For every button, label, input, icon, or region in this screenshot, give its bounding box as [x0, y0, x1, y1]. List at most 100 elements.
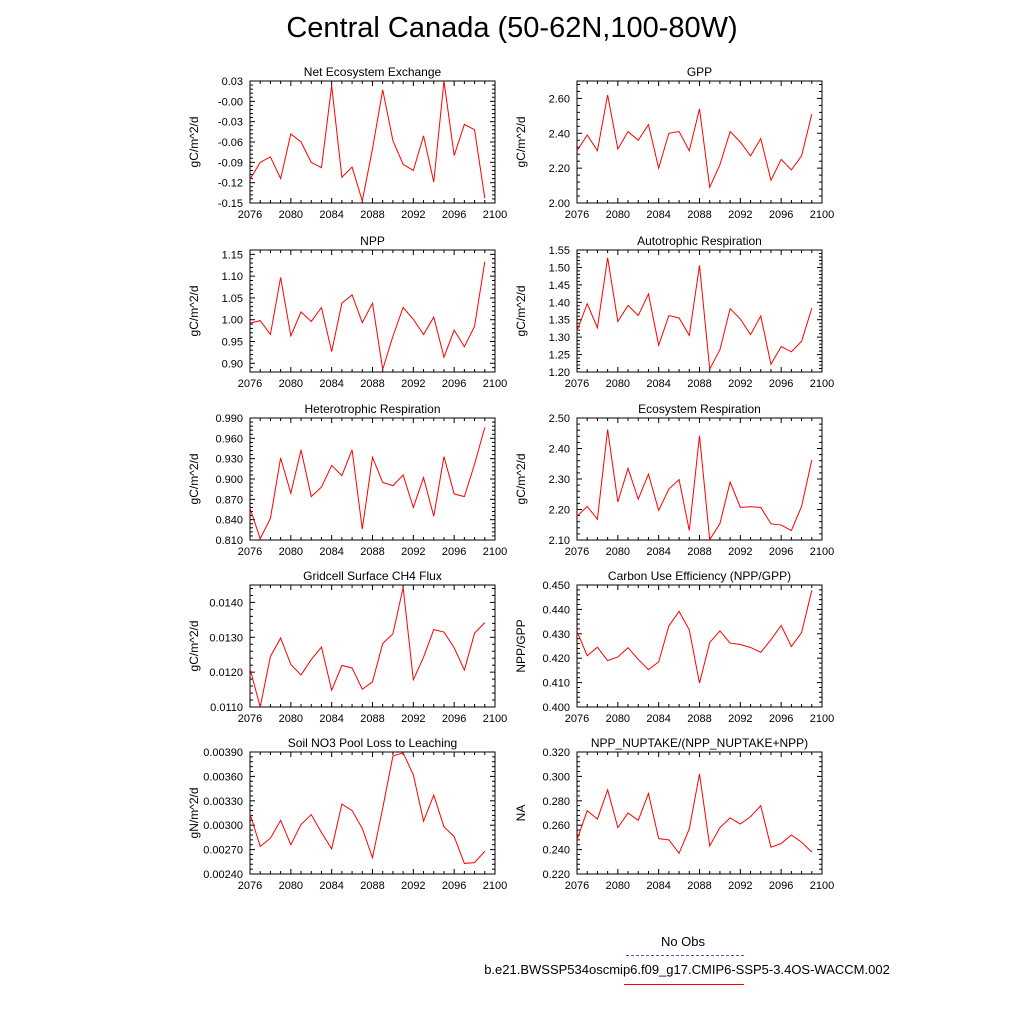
y-tick-label: 0.430 [542, 629, 570, 641]
y-axis-label: gC/m^2/d [187, 117, 201, 168]
x-tick-label: 2076 [565, 209, 589, 221]
x-tick-label: 2100 [483, 378, 507, 390]
chart-title: Soil NO3 Pool Loss to Leaching [288, 736, 457, 750]
x-tick-label: 2100 [810, 880, 834, 892]
series-line [576, 257, 813, 371]
chart-title: Carbon Use Efficiency (NPP/GPP) [608, 569, 791, 583]
series-line [249, 752, 486, 864]
y-tick-label: 0.00360 [203, 771, 243, 783]
x-tick-label: 2092 [401, 713, 425, 725]
x-tick-label: 2096 [769, 378, 793, 390]
x-tick-label: 2080 [606, 713, 630, 725]
y-tick-label: 0.990 [215, 413, 243, 425]
plot-frame [576, 584, 823, 708]
x-tick-label: 2084 [319, 209, 343, 221]
y-tick-label: -0.03 [218, 117, 243, 129]
y-tick-label: 1.55 [549, 245, 570, 257]
x-tick-label: 2100 [483, 546, 507, 558]
x-tick-label: 2084 [646, 209, 670, 221]
y-tick-label: 2.30 [549, 474, 570, 486]
x-tick-label: 2092 [401, 209, 425, 221]
x-tick-label: 2096 [769, 713, 793, 725]
y-tick-label: 0.0120 [209, 667, 243, 679]
y-tick-label: 0.400 [542, 702, 570, 714]
x-tick-label: 2076 [565, 378, 589, 390]
series-line [576, 773, 813, 855]
x-tick-label: 2084 [646, 546, 670, 558]
y-tick-label: 1.15 [222, 249, 243, 261]
x-tick-label: 2084 [646, 880, 670, 892]
y-tick-label: 0.870 [215, 494, 243, 506]
y-tick-label: 0.260 [542, 820, 570, 832]
y-tick-label: 1.00 [222, 315, 243, 327]
page-title: Central Canada (50-62N,100-80W) [286, 12, 738, 44]
series-line [576, 429, 813, 542]
x-tick-label: 2076 [238, 209, 262, 221]
chart-title: Gridcell Surface CH4 Flux [303, 569, 442, 583]
y-tick-label: -0.15 [218, 198, 243, 210]
x-tick-label: 2080 [279, 880, 303, 892]
y-tick-label: 0.00300 [203, 820, 243, 832]
x-tick-label: 2088 [687, 378, 711, 390]
y-tick-label: 0.410 [542, 678, 570, 690]
chart-title: GPP [687, 65, 712, 79]
chart-title: Heterotrophic Respiration [304, 402, 440, 416]
y-tick-label: 1.25 [549, 350, 570, 362]
y-tick-label: 2.20 [549, 505, 570, 517]
y-tick-label: -0.00 [218, 96, 243, 108]
x-tick-label: 2084 [646, 713, 670, 725]
x-tick-label: 2084 [646, 378, 670, 390]
y-tick-label: 0.960 [215, 433, 243, 445]
x-tick-label: 2076 [565, 880, 589, 892]
y-tick-label: 0.0130 [209, 632, 243, 644]
chart-panel-3: NPP gC/m^2/d 2076 2080 2084 2088 2092 2096 2100 0… [187, 234, 507, 390]
x-tick-label: 2096 [442, 880, 466, 892]
y-tick-label: 0.440 [542, 604, 570, 616]
y-tick-label: 0.00330 [203, 796, 243, 808]
y-tick-label: 0.00390 [203, 747, 243, 759]
x-tick-label: 2088 [360, 880, 384, 892]
x-tick-label: 2088 [687, 209, 711, 221]
y-tick-label: 2.40 [549, 128, 570, 140]
chart-title: Net Ecosystem Exchange [304, 65, 442, 79]
x-tick-label: 2092 [728, 378, 752, 390]
legend-obs-line [626, 955, 744, 956]
x-tick-label: 2100 [483, 713, 507, 725]
x-tick-label: 2096 [442, 546, 466, 558]
x-tick-label: 2088 [360, 209, 384, 221]
x-tick-label: 2080 [279, 209, 303, 221]
y-axis-label: gC/m^2/d [514, 286, 528, 337]
y-tick-label: 1.20 [549, 367, 570, 379]
y-tick-label: 0.0140 [209, 597, 243, 609]
y-tick-label: 1.45 [549, 280, 570, 292]
y-axis-label: gC/m^2/d [514, 117, 528, 168]
x-tick-label: 2080 [606, 378, 630, 390]
y-tick-label: 0.00270 [203, 845, 243, 857]
chart-title: Autotrophic Respiration [637, 234, 762, 248]
y-tick-label: 2.60 [549, 93, 570, 105]
series-line [249, 261, 486, 370]
x-tick-label: 2088 [687, 880, 711, 892]
series-line [576, 94, 813, 190]
y-tick-label: 0.420 [542, 653, 570, 665]
x-tick-label: 2080 [606, 546, 630, 558]
x-tick-label: 2076 [238, 713, 262, 725]
y-tick-label: 0.0110 [210, 702, 243, 714]
x-tick-label: 2088 [360, 546, 384, 558]
x-tick-label: 2092 [401, 546, 425, 558]
x-tick-label: 2084 [319, 378, 343, 390]
x-tick-label: 2096 [769, 880, 793, 892]
series-line [249, 587, 486, 708]
y-tick-label: 0.840 [215, 515, 243, 527]
y-axis-label: gC/m^2/d [187, 621, 201, 672]
x-tick-label: 2100 [483, 880, 507, 892]
series-line [249, 80, 486, 202]
chart-panel-7: Gridcell Surface CH4 Flux gC/m^2/d 2076 208… [187, 569, 507, 725]
y-tick-label: 0.300 [542, 771, 570, 783]
legend-case-line [624, 984, 744, 985]
series-line [249, 427, 486, 540]
chart-panel-6: Ecosystem Respiration gC/m^2/d 2076 2080 208… [514, 402, 834, 558]
x-tick-label: 2100 [810, 713, 834, 725]
x-tick-label: 2084 [319, 880, 343, 892]
